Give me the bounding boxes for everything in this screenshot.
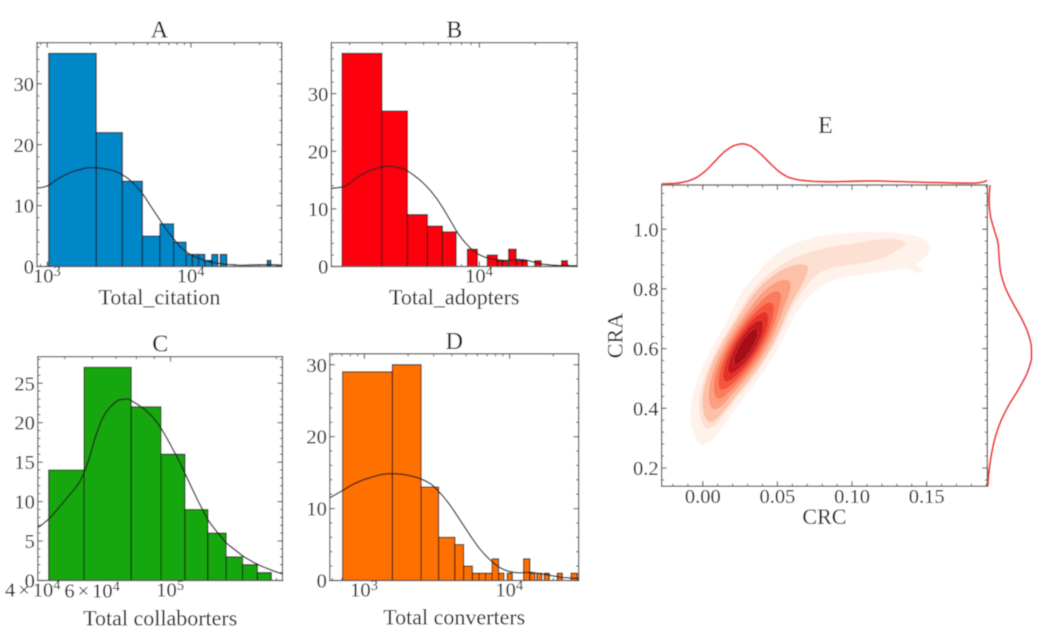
svg-text:D: D [446, 329, 463, 355]
svg-text:CRC: CRC [802, 504, 846, 529]
svg-text:10: 10 [14, 196, 35, 218]
svg-text:0.10: 0.10 [834, 486, 870, 508]
svg-text:1.0: 1.0 [633, 219, 659, 241]
svg-text:Total_adopters: Total_adopters [389, 284, 519, 309]
svg-text:Total converters: Total converters [383, 604, 525, 629]
svg-text:0.6: 0.6 [633, 339, 659, 361]
svg-text:5: 5 [25, 531, 35, 553]
svg-text:10: 10 [306, 499, 327, 521]
svg-text:Total_citation: Total_citation [98, 284, 220, 309]
svg-text:0: 0 [317, 571, 327, 593]
svg-text:0: 0 [24, 257, 34, 279]
svg-text:20: 20 [308, 141, 329, 163]
svg-text:0.2: 0.2 [633, 458, 659, 480]
svg-text:E: E [818, 113, 833, 139]
svg-text:CRA: CRA [602, 313, 627, 358]
svg-text:A: A [151, 18, 169, 44]
svg-text:Total collaborters: Total collaborters [83, 605, 237, 630]
svg-text:0.00: 0.00 [685, 486, 721, 508]
svg-text:0.4: 0.4 [633, 398, 659, 420]
svg-text:30: 30 [14, 74, 35, 96]
svg-text:0.15: 0.15 [909, 486, 945, 508]
svg-text:15: 15 [14, 452, 35, 474]
svg-text:25: 25 [14, 373, 35, 395]
svg-text:30: 30 [306, 355, 327, 377]
svg-text:6 × 1: 6 × 1 0 4 [64, 578, 152, 603]
svg-text:0.05: 0.05 [759, 486, 795, 508]
svg-text:4 × 1 0 4: 4 × 1 0 4 [5, 577, 81, 602]
svg-text:30: 30 [308, 84, 329, 106]
svg-text:C: C [152, 332, 168, 358]
svg-text:B: B [446, 18, 462, 44]
svg-text:10: 10 [14, 492, 35, 514]
svg-text:20: 20 [14, 413, 35, 435]
svg-text:1 0 3: 1 0 3 [33, 263, 93, 288]
svg-text:20: 20 [306, 427, 327, 449]
svg-text:10: 10 [308, 199, 329, 221]
svg-text:1 0 4: 1 0 4 [495, 577, 555, 602]
svg-text:1 0 4: 1 0 4 [465, 263, 525, 288]
svg-text:20: 20 [14, 135, 35, 157]
svg-text:0: 0 [25, 571, 35, 593]
svg-text:1 0 3: 1 0 3 [350, 577, 410, 602]
svg-text:0.8: 0.8 [633, 279, 659, 301]
svg-text:1 0 5: 1 0 5 [156, 577, 216, 602]
svg-text:1 0 4: 1 0 4 [177, 263, 237, 288]
svg-text:0: 0 [318, 257, 328, 279]
